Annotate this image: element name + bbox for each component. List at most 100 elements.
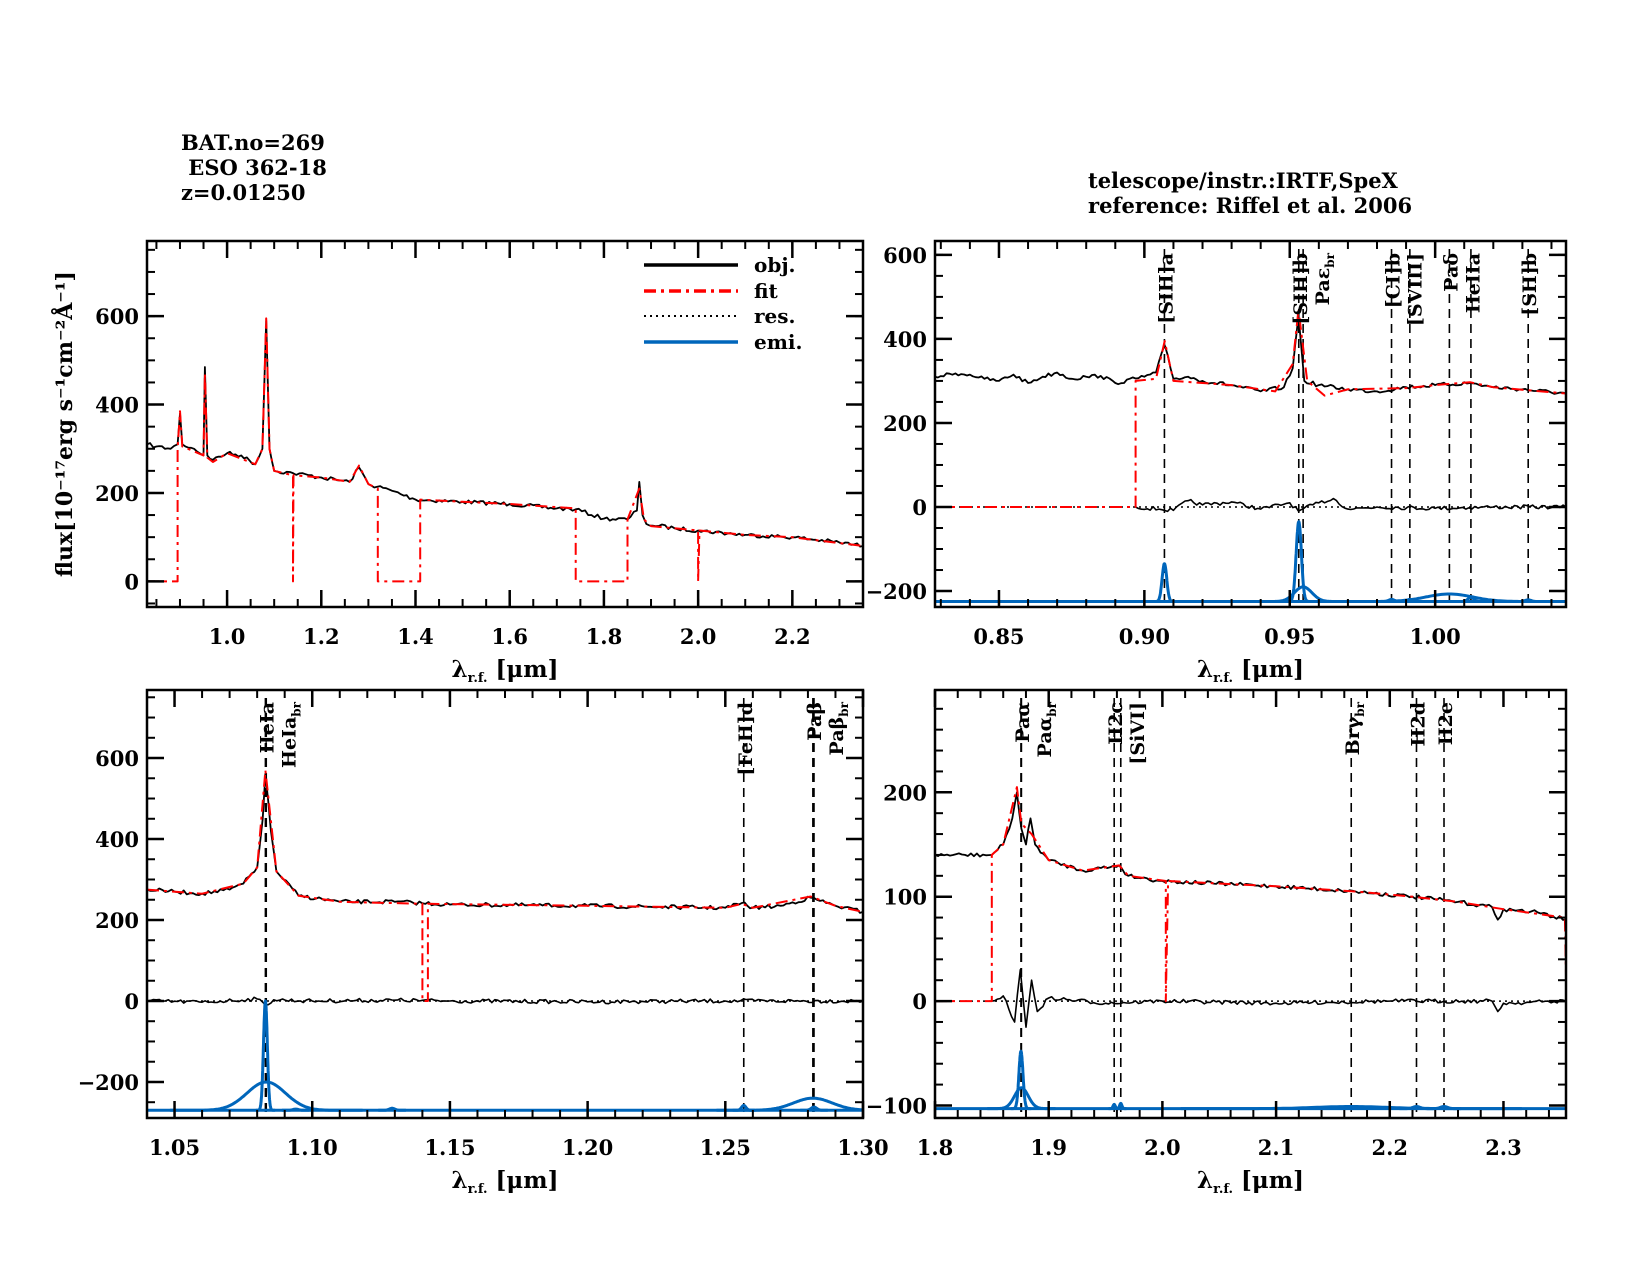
line-label: [FeII]d [735, 702, 757, 776]
line-label-name: [FeII]d [735, 702, 757, 776]
x-axis-label-unit: [μm] [1233, 1167, 1304, 1194]
y-tick-label: 0 [124, 569, 139, 594]
fit-spectrum [935, 308, 1566, 508]
line-label-name: Paα [1034, 716, 1056, 757]
x-tick-label: 0.85 [973, 624, 1024, 649]
legend-label-fit: fit [754, 279, 779, 303]
x-tick-label: 2.0 [1144, 1135, 1181, 1160]
panel-3: HeIa HeIabr [FeII]d Paβ Paβbr 1.05 1.10 1.15 1.2… [78, 688, 889, 1197]
y-tick-label: 0 [124, 989, 139, 1014]
line-label-subscript: br [1045, 701, 1059, 716]
line-label-name: H2d [1407, 702, 1429, 746]
line-label-name: Paα [1012, 702, 1034, 743]
x-axis-label-unit: [μm] [1233, 656, 1304, 683]
x-tick-label: 1.05 [149, 1135, 200, 1160]
y-axis-label: flux[10⁻¹⁷erg s⁻¹cm⁻²Å⁻¹] [51, 271, 78, 577]
line-label: [CI]b [1383, 253, 1405, 308]
line-label-name: [SIII]a [1155, 253, 1177, 324]
x-axis-label-subscript: r.f. [1213, 1182, 1233, 1197]
emission-component [798, 1105, 829, 1112]
header-bat-number: BAT.no=269 [181, 130, 325, 155]
line-label-name: [SiVI] [1127, 702, 1149, 765]
x-tick-label: 1.25 [700, 1135, 751, 1160]
axes-frame [933, 688, 1568, 1120]
line-label-subscript: br [1353, 701, 1367, 716]
line-label-name: H2e [1435, 702, 1457, 745]
y-tick-label: 600 [883, 243, 927, 268]
x-tick-label: 1.8 [917, 1135, 954, 1160]
residual-series [147, 996, 863, 1006]
x-tick-label: 2.3 [1485, 1135, 1522, 1160]
x-axis-label: λr.f. [μm] [1197, 656, 1304, 686]
emission-component [986, 1086, 1057, 1111]
x-tick-label: 2.2 [1372, 1135, 1409, 1160]
line-label: Paβ [804, 702, 826, 741]
line-label: Brγbr [1342, 701, 1367, 755]
header-redshift: z=0.01250 [181, 180, 306, 205]
object-spectrum [935, 791, 1566, 921]
object-spectrum [147, 319, 863, 548]
line-label-name: [SVIII] [1405, 253, 1427, 326]
x-axis-label-subscript: r.f. [468, 671, 488, 686]
line-label: Paβbr [826, 701, 851, 755]
x-tick-label: 2.2 [774, 624, 811, 649]
y-tick-label: −200 [866, 579, 927, 604]
legend-label-emi: emi. [754, 330, 802, 354]
header-reference: reference: Riffel et al. 2006 [1088, 193, 1412, 218]
x-tick-label: 0.95 [1264, 624, 1315, 649]
x-tick-label: 1.10 [287, 1135, 338, 1160]
line-label: H2e [1435, 702, 1457, 745]
line-label: [SiVI] [1127, 702, 1149, 765]
emission-component [1455, 595, 1487, 603]
emission-component [254, 999, 277, 1112]
fit-spectrum [147, 317, 863, 583]
plot-area [935, 698, 1566, 1118]
x-tick-label: 1.8 [586, 624, 623, 649]
x-tick-label: 1.30 [837, 1135, 888, 1160]
y-tick-label: −200 [78, 1070, 139, 1095]
x-axis-label: λr.f. [μm] [1197, 1167, 1304, 1197]
emission-component [1512, 598, 1544, 603]
emission-component [377, 1106, 408, 1112]
line-label: HeIabr [278, 701, 303, 768]
panel-1: 1.0 1.2 1.4 1.6 1.8 2.0 2.2 0 200 400 600 λr.f. [μm… [51, 239, 865, 686]
fit-spectrum [147, 769, 863, 1002]
object-spectrum [147, 773, 863, 914]
y-tick-label: 400 [883, 327, 927, 352]
y-tick-label: 0 [912, 989, 927, 1014]
emission-component [1113, 1101, 1128, 1111]
line-label-name: [CI]b [1383, 253, 1405, 308]
y-tick-label: 200 [883, 411, 927, 436]
line-label: Paαbr [1034, 701, 1059, 757]
x-tick-label: 1.0 [209, 624, 246, 649]
y-tick-label: 400 [95, 393, 139, 418]
emission-component [1258, 585, 1348, 603]
line-label-name: Paβ [804, 702, 826, 741]
residual-series [1135, 497, 1566, 513]
line-label-name: Paε [1312, 268, 1334, 306]
y-tick-label: 0 [912, 495, 927, 520]
line-label-name: HeIa [278, 717, 300, 768]
x-axis-label-symbol: λ [452, 1167, 468, 1194]
x-tick-label: 1.15 [424, 1135, 475, 1160]
line-label: Paεbr [1312, 252, 1337, 305]
x-axis-label: λr.f. [μm] [452, 656, 559, 686]
line-label: [SVIII] [1405, 253, 1427, 326]
y-tick-label: 400 [95, 827, 139, 852]
x-tick-label: 1.9 [1030, 1135, 1067, 1160]
line-label-name: [SII]b [1519, 253, 1541, 316]
axes-frame [145, 239, 865, 609]
x-tick-label: 2.0 [680, 624, 717, 649]
x-tick-label: 1.2 [303, 624, 340, 649]
line-label-name: Paδ [1440, 253, 1462, 292]
y-tick-label: 600 [95, 304, 139, 329]
line-label: H2d [1407, 702, 1429, 746]
line-label: Paα [1012, 702, 1034, 743]
line-label-subscript: br [837, 701, 851, 716]
emission-component [1009, 1049, 1033, 1111]
line-label-name: Brγ [1342, 716, 1364, 755]
line-label: [SIII]b [1290, 253, 1312, 325]
